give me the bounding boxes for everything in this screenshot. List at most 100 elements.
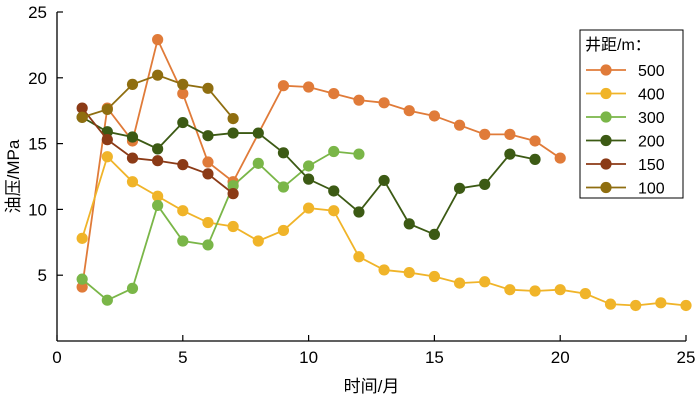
series-150	[76, 102, 239, 200]
data-point-400	[126, 176, 139, 188]
series-200	[76, 111, 541, 241]
legend-label-500: 500	[638, 63, 665, 80]
data-point-200	[479, 178, 491, 190]
data-point-150	[76, 102, 88, 114]
legend-marker-300	[600, 111, 612, 123]
data-point-400	[529, 285, 541, 297]
data-point-300	[76, 273, 88, 285]
data-point-500	[76, 281, 88, 293]
data-point-400	[353, 251, 365, 263]
x-tick-label: 25	[677, 348, 696, 367]
data-point-400	[202, 216, 214, 229]
data-point-200	[101, 126, 113, 138]
data-point-500	[504, 128, 516, 140]
data-point-200	[152, 143, 164, 155]
data-point-500	[277, 80, 290, 92]
legend-marker-500	[600, 64, 612, 76]
data-point-200	[504, 148, 516, 160]
data-point-150	[101, 134, 113, 146]
data-point-150	[152, 155, 164, 167]
legend-label-150: 150	[638, 157, 665, 174]
data-point-100	[76, 111, 88, 123]
data-point-200	[353, 206, 365, 218]
data-point-400	[479, 276, 491, 288]
legend-marker-150	[600, 158, 612, 170]
x-tick-label: 10	[299, 348, 318, 367]
data-point-500	[353, 94, 365, 106]
data-point-300	[152, 199, 164, 212]
data-point-300	[202, 239, 214, 251]
legend-marker-200	[600, 134, 612, 147]
data-point-400	[554, 284, 566, 296]
data-point-100	[152, 69, 164, 81]
data-point-400	[303, 202, 315, 214]
data-point-400	[378, 264, 390, 276]
x-tick-label: 15	[425, 348, 444, 367]
data-point-400	[328, 205, 340, 217]
data-point-200	[453, 182, 466, 194]
y-tick-label: 15	[28, 135, 47, 154]
data-point-200	[227, 127, 239, 139]
y-tick-label: 20	[28, 69, 47, 88]
data-point-200	[403, 218, 415, 230]
data-point-500	[378, 97, 390, 109]
data-point-200	[328, 185, 340, 197]
data-point-500	[403, 105, 415, 117]
data-point-100	[202, 82, 214, 94]
x-axis-title: 时间/月	[344, 377, 400, 396]
data-point-200	[277, 147, 290, 159]
legend-marker-400	[600, 87, 612, 100]
data-point-200	[378, 174, 390, 187]
series-400	[76, 151, 692, 312]
data-point-400	[504, 284, 516, 296]
data-point-200	[529, 153, 541, 165]
data-point-400	[655, 297, 667, 309]
data-point-300	[101, 294, 113, 306]
data-point-200	[303, 173, 315, 185]
legend-items: 500 400 300 200 150 100	[586, 63, 665, 198]
data-point-200	[202, 130, 214, 142]
series-100	[76, 69, 239, 125]
data-point-100	[101, 103, 113, 115]
data-point-500	[453, 119, 466, 131]
data-point-300	[227, 180, 239, 192]
x-tick-label: 0	[52, 348, 61, 367]
data-point-400	[252, 235, 264, 247]
data-point-400	[101, 151, 113, 163]
legend: 井距/m： 500 400 300 200 150 100	[579, 29, 684, 199]
legend-label-400: 400	[638, 87, 665, 104]
y-tick-label: 25	[28, 3, 47, 22]
data-point-400	[152, 190, 164, 202]
data-point-400	[227, 220, 239, 233]
data-point-300	[177, 235, 189, 247]
legend-box	[579, 29, 684, 199]
data-point-150	[202, 168, 214, 180]
data-point-400	[177, 205, 189, 217]
axes	[56, 12, 686, 342]
data-point-100	[227, 112, 239, 125]
data-point-500	[202, 156, 214, 168]
legend-label-100: 100	[638, 181, 665, 198]
data-point-500	[554, 152, 566, 164]
data-point-300	[353, 148, 365, 160]
data-point-400	[604, 298, 617, 310]
x-tick-label: 5	[178, 348, 187, 367]
ticks: 0 5 10 15 20 25 5 10 15 20 25	[28, 3, 695, 367]
data-point-400	[277, 224, 290, 237]
data-point-150	[126, 152, 139, 164]
data-point-500	[328, 87, 340, 100]
data-point-300	[277, 181, 290, 193]
legend-title: 井距/m：	[585, 36, 651, 54]
data-point-150	[177, 159, 189, 171]
data-point-200	[252, 127, 264, 139]
data-point-500	[529, 135, 541, 147]
data-point-150	[227, 188, 239, 200]
data-point-300	[303, 160, 315, 172]
x-tick-label: 20	[551, 348, 570, 367]
data-point-200	[177, 116, 189, 129]
legend-label-200: 200	[638, 134, 665, 151]
series-layer	[76, 34, 692, 312]
data-point-400	[428, 270, 440, 283]
data-point-100	[126, 78, 139, 90]
